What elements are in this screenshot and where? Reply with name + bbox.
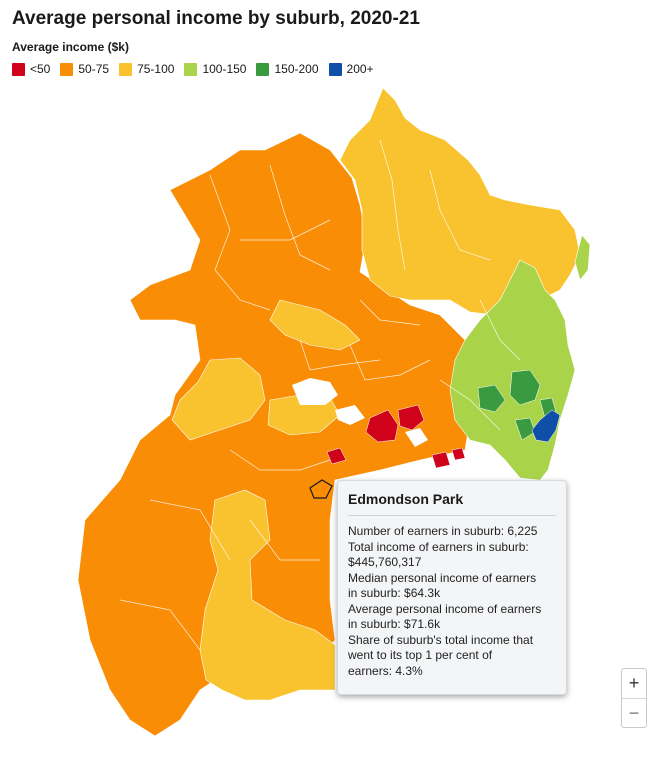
tooltip-title: Edmondson Park [348,491,556,516]
legend-swatch [184,62,198,76]
zoom-in-button[interactable]: + [628,673,640,693]
zoom-control: + − [621,668,647,728]
tooltip-line: Median personal income of earners [348,570,537,585]
legend-swatch [119,62,133,76]
legend-title: Average income ($k) [12,40,129,54]
legend-label: 200+ [346,62,374,76]
region-west-50-75[interactable] [77,132,481,737]
suburb-boundaries [119,139,521,651]
tooltip-line: went to its top 1 per cent of [348,648,493,662]
suburb-tooltip: Edmondson Park Number of earners in subu… [337,480,567,695]
region-west-yellow-a[interactable] [171,357,266,441]
edmondson-park-outline[interactable] [309,479,333,499]
tooltip-line: Total income of earners in suburb: [348,539,529,554]
reserve-area [335,405,365,425]
legend-item-150-200: 150-200 [256,62,319,76]
tooltip-line: Share of suburb's total income that [348,632,534,647]
legend-item-50-75: 50-75 [60,62,109,76]
legend-item-under-50: <50 [12,62,50,76]
legend-item-200-plus: 200+ [328,62,374,76]
region-coast-100-150[interactable] [574,234,591,281]
reserve-area [405,428,428,447]
legend-label: 50-75 [78,62,110,76]
tooltip-line: Number of earners in suburb: 6,225 [348,524,538,538]
tooltip-line: $445,760,317 [348,555,422,569]
legend: <50 50-75 75-100 100-150 150-200 200+ [12,62,384,76]
legend-swatch [328,62,342,76]
legend-label: 100-150 [202,62,247,76]
region-north-75-100[interactable] [339,87,581,316]
region-150-200-b[interactable] [477,384,506,413]
tooltip-line: Average personal income of earners [348,601,542,616]
tooltip-line: earners: 4.3% [348,663,423,678]
page-title: Average personal income by suburb, 2020-… [12,8,420,29]
legend-swatch [256,62,270,76]
region-under-50-d[interactable] [431,451,451,469]
region-150-200-a[interactable] [509,369,541,406]
region-under-50-b[interactable] [397,404,425,431]
legend-item-100-150: 100-150 [184,62,246,76]
zoom-out-button[interactable]: − [622,698,646,728]
region-central-75-100[interactable] [269,299,361,351]
tooltip-line: in suburb: $64.3k [348,586,441,600]
region-under-50-a[interactable] [365,409,399,443]
reserve-area [292,378,338,405]
legend-item-75-100: 75-100 [119,62,174,76]
tooltip-line: in suburb: $71.6k [348,617,441,631]
legend-swatch [12,62,25,76]
region-under-50-e[interactable] [451,447,466,461]
region-200-plus[interactable] [531,409,561,443]
legend-label: 75-100 [137,62,175,76]
legend-label: <50 [30,62,51,76]
legend-swatch [60,62,74,76]
region-south-75-100[interactable] [199,489,336,701]
region-under-50-c[interactable] [326,447,347,465]
legend-label: 150-200 [274,62,319,76]
